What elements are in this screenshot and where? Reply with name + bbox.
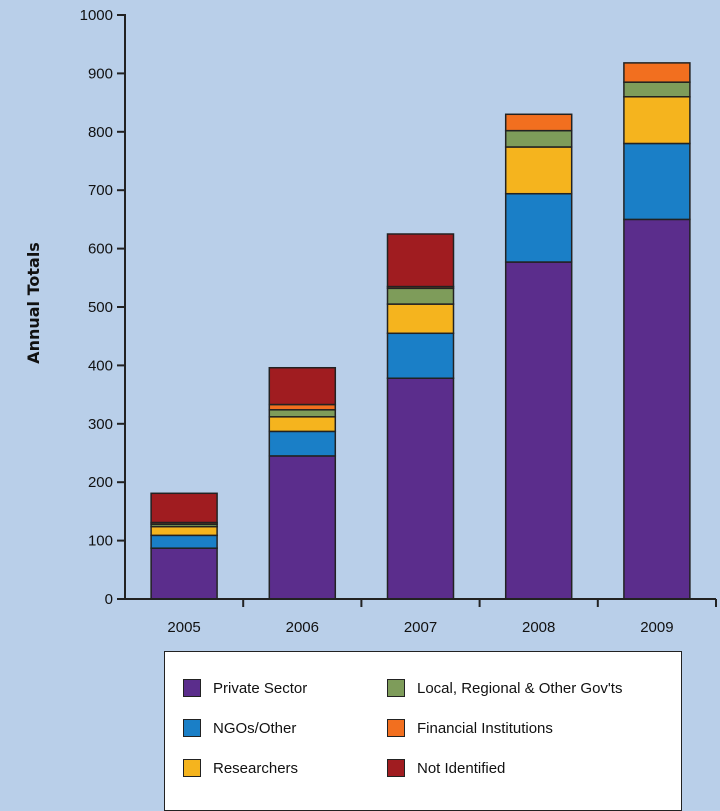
bar-segment-2006-5 [268,366,337,406]
bar-segment-2006-2 [268,416,337,433]
y-tick-label: 300 [88,416,113,433]
bar-segment-2008-1 [504,192,573,263]
x-category-label: 2008 [522,619,555,636]
bar-segment-2009-0 [623,218,691,600]
legend-swatch [387,719,405,737]
y-axis-label: Annual Totals [24,242,43,364]
bar-segment-2008-2 [504,146,573,195]
y-tick-label: 800 [88,124,113,141]
bar-segment-2005-5 [150,492,218,524]
bar-segment-2008-4 [504,113,573,132]
y-tick-label: 400 [88,357,113,374]
legend-swatch [183,759,201,777]
legend-label: Not Identified [417,759,506,777]
legend-item-private-sector: Private Sector [183,676,307,700]
bar-segment-2009-2 [623,96,691,145]
x-category-label: 2006 [286,619,319,636]
x-category-label: 2007 [404,619,437,636]
legend-label: Local, Regional & Other Gov'ts [417,679,623,697]
y-tick-label: 700 [88,182,113,199]
bar-segment-2007-3 [386,287,455,305]
bar-segment-2007-5 [386,233,455,288]
bar-segment-2009-1 [623,142,691,221]
legend-label: Financial Institutions [417,719,553,737]
legend-item-researchers: Researchers [183,756,298,780]
x-category-label: 2009 [640,619,673,636]
legend-swatch [183,679,201,697]
bars-layer [150,62,691,600]
legend-item-financial-institutions: Financial Institutions [387,716,553,740]
legend-item-not-identified: Not Identified [387,756,505,780]
bar-segment-2006-4 [268,403,337,411]
legend-item-local-regional-govts: Local, Regional & Other Gov'ts [387,676,622,700]
legend-label: Researchers [213,759,299,777]
bar-segment-2006-1 [268,430,337,457]
y-tick-label: 1000 [80,7,113,24]
y-tick-label: 600 [88,241,113,258]
y-tick-label: 200 [88,474,113,491]
bar-segment-2009-4 [623,62,691,83]
bar-segment-2005-2 [150,525,218,537]
bar-segment-2006-0 [268,455,337,600]
legend-swatch [183,719,201,737]
y-tick-label: 100 [88,533,113,550]
bar-segment-2008-3 [504,129,573,148]
bar-segment-2007-2 [386,303,455,335]
bar-segment-2008-0 [504,261,573,600]
x-ticks-layer: 2005 2006 2007 2008 2009 [167,599,717,636]
legend-label: Private Sector [213,679,308,697]
bar-segment-2007-0 [386,377,455,600]
legend-swatch [387,759,405,777]
legend-swatch [387,679,405,697]
y-ticks-layer: 0 100 200 300 400 500 600 700 800 900 1000 [80,7,125,608]
bar-segment-2005-0 [150,547,218,600]
legend-label: NGOs/Other [213,719,297,737]
y-tick-label: 500 [88,299,113,316]
legend-item-ngos-other: NGOs/Other [183,716,296,740]
y-tick-label: 900 [88,65,113,82]
x-category-label: 2005 [167,619,200,636]
legend: Private Sector NGOs/Other Researchers Lo… [164,651,682,811]
y-tick-label: 0 [105,591,113,608]
bar-segment-2009-3 [623,81,691,98]
bar-segment-2006-3 [268,409,337,418]
bar-segment-2007-1 [386,332,455,379]
bar-segment-2005-1 [150,534,218,549]
